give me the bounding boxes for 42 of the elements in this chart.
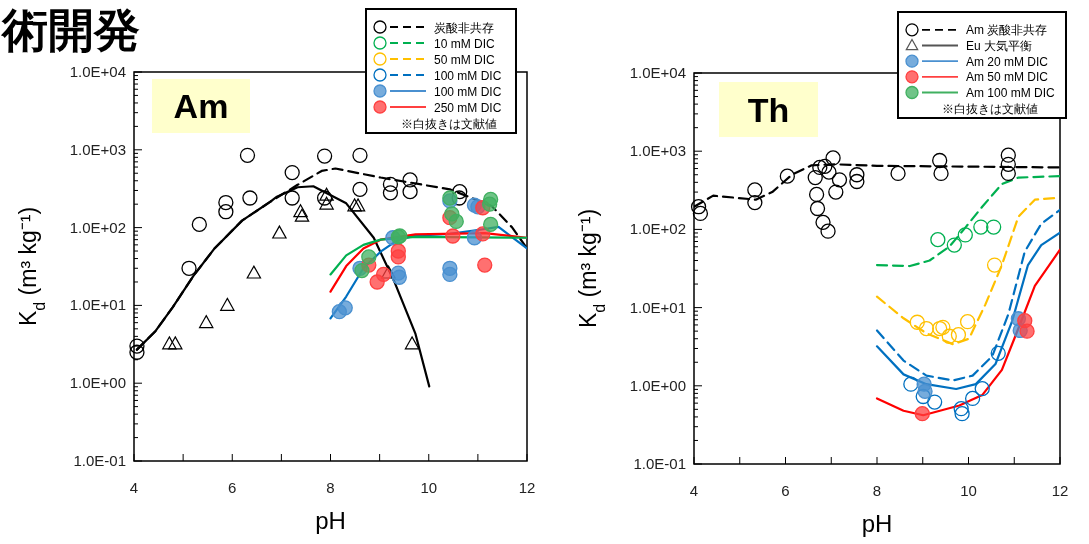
- y-tick-label: 1.0E+00: [629, 376, 686, 394]
- x-tick-label: 4: [129, 479, 139, 496]
- y-tick-label: 1.0E+03: [69, 140, 126, 158]
- annotation: Am: [173, 87, 229, 125]
- x-tick-label: 12: [518, 479, 536, 496]
- y-tick-label: 1.0E-01: [73, 452, 126, 469]
- legend-label: 10 mM DIC: [434, 36, 496, 51]
- x-tick-label: 8: [872, 482, 882, 499]
- y-tick-label: 1.0E+04: [69, 63, 126, 80]
- y-tick-label: 1.0E-01: [633, 455, 686, 472]
- x-tick-label: 6: [228, 479, 237, 496]
- legend-label: Am 20 mM DIC: [966, 54, 1049, 69]
- annotation: Th: [747, 90, 790, 129]
- x-tick-label: 10: [420, 479, 438, 496]
- y-tick-label: 1.0E+02: [69, 218, 126, 236]
- y-tick-label: 1.0E+02: [629, 220, 686, 238]
- annotation: ※白抜きは文献値: [401, 117, 497, 131]
- panel-label: Am: [152, 79, 250, 133]
- legend-label: Am 100 mM DIC: [966, 86, 1056, 100]
- x-axis-title: pH: [315, 507, 346, 534]
- y-tick-label: 1.0E+01: [69, 296, 126, 314]
- legend-label: Am 炭酸非共存: [966, 23, 1048, 38]
- legend-label: 250 mM DIC: [434, 100, 502, 115]
- legend-label: Am 50 mM DIC: [966, 70, 1049, 85]
- text: 術開発: [0, 4, 140, 56]
- y-tick-label: 1.0E+03: [629, 142, 686, 160]
- legend-label: 100 mM DIC: [434, 68, 502, 83]
- y-tick-label: 1.0E+00: [69, 374, 126, 392]
- x-tick-label: 10: [960, 482, 977, 499]
- y-tick-label: 1.0E+01: [629, 298, 686, 316]
- panel-label: Th: [719, 82, 818, 137]
- x-axis-title: pH: [861, 510, 893, 537]
- y-tick-label: 1.0E+04: [629, 64, 686, 81]
- legend-label: 50 mM DIC: [434, 52, 496, 67]
- x-tick-label: 12: [1051, 482, 1069, 499]
- legend-label: Eu 大気平衡: [966, 39, 1033, 53]
- x-tick-label: 6: [781, 482, 790, 499]
- x-tick-label: 4: [689, 482, 699, 499]
- annotation: ※白抜きは文献値: [942, 102, 1038, 117]
- x-tick-label: 8: [326, 479, 335, 496]
- legend-label: 100 mM DIC: [434, 84, 502, 99]
- legend-label: 炭酸非共存: [434, 20, 494, 35]
